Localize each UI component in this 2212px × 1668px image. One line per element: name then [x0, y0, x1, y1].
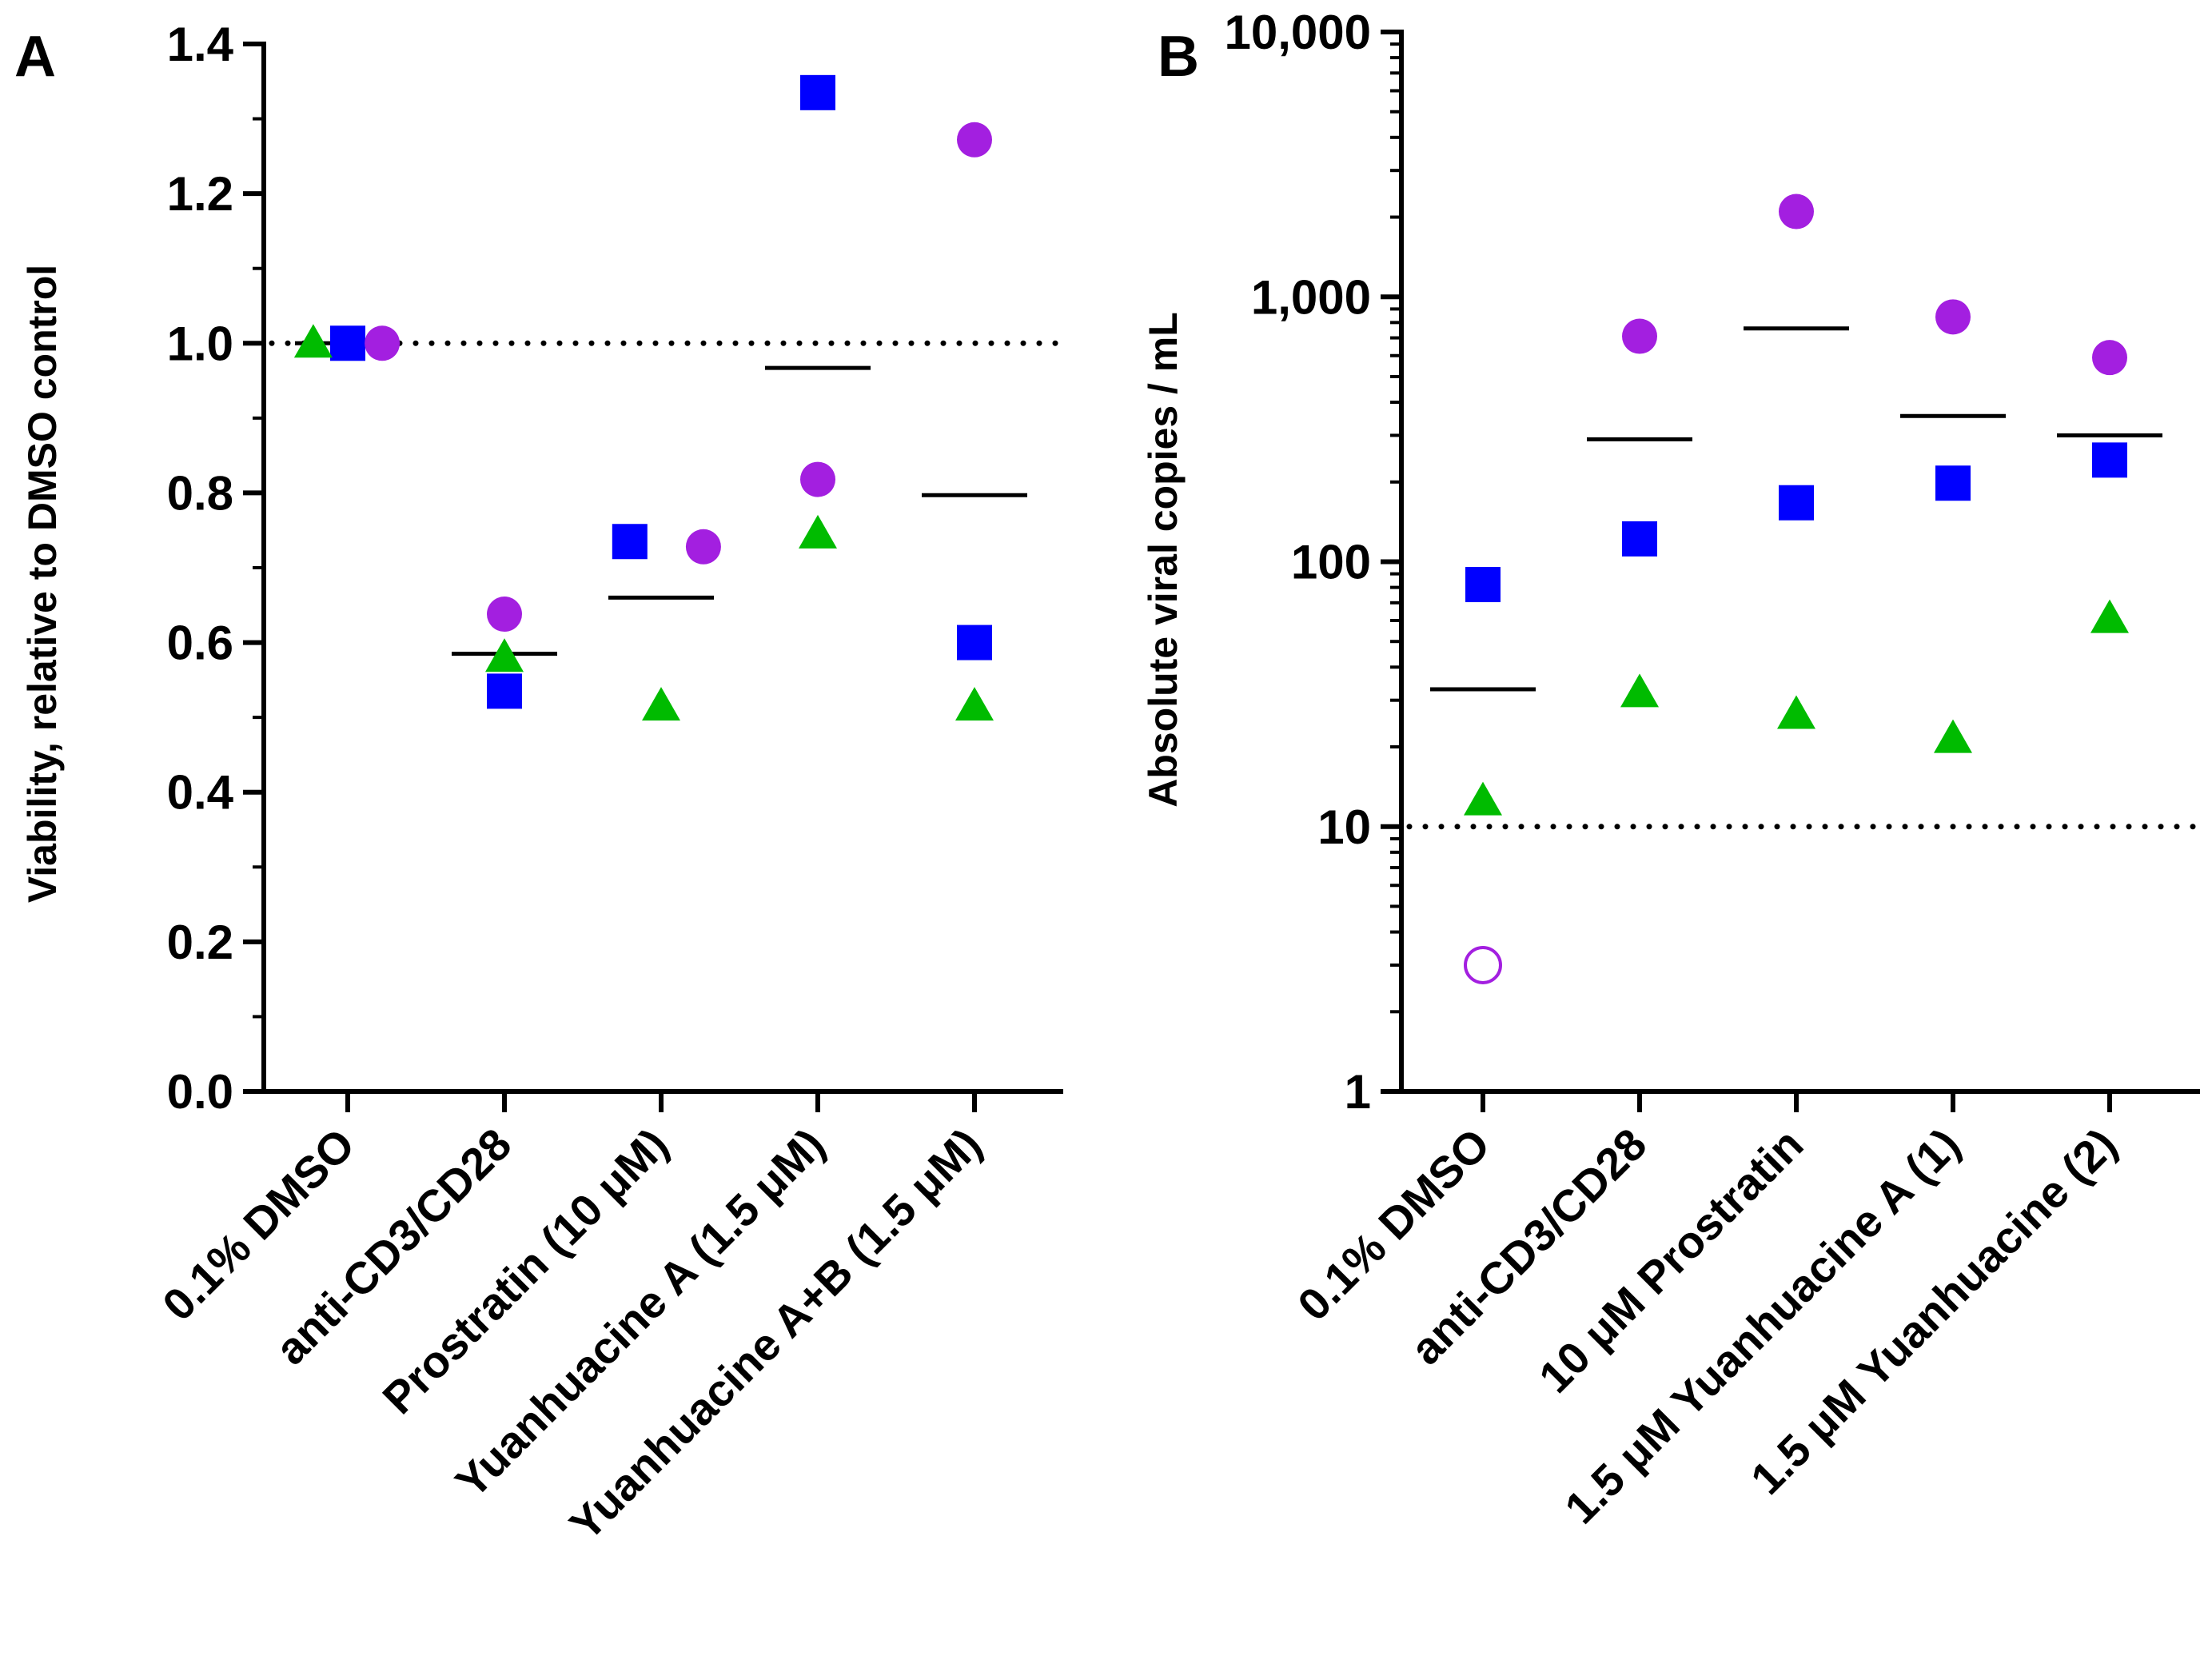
circle-point: [957, 122, 992, 158]
triangle-point: [1777, 695, 1815, 729]
triangle-point: [1464, 781, 1502, 816]
category-label: Prostratin (10 μM): [373, 1119, 677, 1423]
y-tick-label: 1,000: [1251, 270, 1371, 324]
square-point: [1622, 521, 1657, 557]
y-tick-label: 100: [1291, 536, 1371, 589]
y-axis-title-b: Absolute viral copies / mL: [1141, 312, 1186, 808]
y-tick-label: 1: [1345, 1065, 1371, 1119]
triangle-point: [955, 687, 994, 721]
panel-a: A Viability, relative to DMSO control 0.…: [14, 18, 1066, 1550]
mean-lines-a: [295, 341, 1027, 656]
triangle-point: [1620, 673, 1659, 708]
y-tick-label: 0.2: [167, 916, 233, 969]
y-tick-label: 0.8: [167, 466, 233, 520]
triangle-point: [799, 514, 837, 549]
circle-point: [1622, 318, 1657, 354]
circle-point: [365, 325, 401, 361]
y-tick-label: 1.2: [167, 167, 233, 221]
y-tick-label: 1.4: [167, 18, 234, 71]
circle-point: [1779, 194, 1814, 229]
x-axis-a: [261, 1089, 1063, 1112]
circle-point: [1935, 299, 1971, 335]
y-tick-label: 10,000: [1224, 6, 1371, 59]
panel-letter-b: B: [1158, 25, 1199, 89]
triangle-point: [293, 324, 333, 358]
triangle-point: [485, 638, 524, 672]
category-label: 10 μM Prostratin: [1529, 1119, 1813, 1403]
data-points-b: [1464, 194, 2129, 984]
square-point: [1935, 465, 1971, 501]
square-point: [800, 74, 835, 110]
hollow-circle-point: [1464, 945, 1502, 984]
circle-point: [487, 597, 522, 632]
y-tick-label: 0.0: [167, 1065, 233, 1119]
triangle-point: [2090, 599, 2129, 633]
square-point: [1465, 567, 1501, 603]
y-tick-label: 0.6: [167, 617, 233, 670]
y-tick-label: 10: [1317, 800, 1371, 854]
square-point: [330, 325, 365, 361]
y-tick-label: 1.0: [167, 317, 233, 370]
square-point: [487, 673, 522, 709]
y-axis-b: 1 10 100 1,000 10,000: [1224, 6, 1404, 1119]
square-point: [2092, 442, 2127, 478]
x-axis-b: [1399, 1089, 2200, 1112]
square-point: [612, 524, 648, 560]
mean-lines-b: [1430, 326, 2162, 692]
triangle-point: [1934, 719, 1972, 753]
y-axis-title-a: Viability, relative to DMSO control: [20, 265, 65, 903]
panel-letter-a: A: [14, 25, 56, 89]
circle-point: [2092, 340, 2127, 376]
square-point: [957, 625, 992, 660]
triangle-point: [642, 687, 680, 721]
data-points-a: [293, 74, 994, 721]
panel-b: B Absolute viral copies / mL 1 10 100 1,000…: [1141, 6, 2203, 1533]
y-axis-a: 0.0 0.2 0.4 0.6 0.8 1.0 1.2 1.4: [167, 18, 266, 1119]
circle-point: [685, 529, 721, 565]
y-tick-label: 0.4: [167, 766, 234, 820]
square-point: [1779, 485, 1814, 521]
circle-point: [800, 461, 835, 497]
